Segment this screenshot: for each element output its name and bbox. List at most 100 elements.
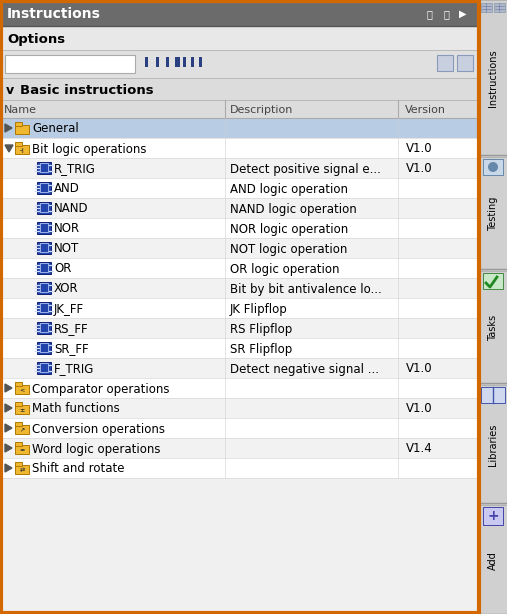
Text: ▶: ▶	[459, 9, 467, 19]
Bar	[37, 322, 51, 334]
Bar	[479, 0, 507, 155]
Text: Basic instructions: Basic instructions	[20, 84, 154, 96]
Text: AND: AND	[54, 182, 80, 195]
Polygon shape	[5, 444, 12, 452]
Bar	[15, 422, 22, 426]
Bar	[0, 26, 479, 50]
Text: Shift and rotate: Shift and rotate	[32, 462, 125, 475]
Bar	[175, 57, 178, 67]
Text: JK Flipflop: JK Flipflop	[230, 303, 288, 316]
Text: Bit by bit antivalence lo...: Bit by bit antivalence lo...	[230, 282, 382, 295]
Text: V1.0: V1.0	[406, 163, 432, 176]
Bar	[176, 59, 179, 65]
Text: RS_FF: RS_FF	[54, 322, 89, 335]
Polygon shape	[5, 464, 12, 472]
Text: Name: Name	[4, 105, 37, 115]
Bar	[0, 50, 479, 78]
Bar	[156, 58, 159, 66]
Bar	[479, 271, 507, 383]
Text: V1.4: V1.4	[406, 443, 433, 456]
Text: Detect negative signal ...: Detect negative signal ...	[230, 362, 379, 376]
Text: ⬜: ⬜	[426, 9, 432, 19]
Bar	[40, 163, 48, 172]
Bar	[0, 438, 479, 458]
Text: Tasks: Tasks	[488, 315, 498, 341]
Bar	[15, 145, 29, 154]
Text: ↗: ↗	[19, 428, 25, 433]
Bar	[15, 462, 22, 466]
Bar	[40, 363, 48, 372]
Bar	[0, 418, 479, 438]
Bar	[145, 58, 148, 66]
Bar	[37, 202, 51, 214]
Bar	[0, 218, 479, 238]
Text: Version: Version	[405, 105, 446, 115]
Bar	[15, 125, 29, 134]
Bar	[166, 58, 169, 66]
Text: Instructions: Instructions	[488, 50, 498, 107]
Text: JK_FF: JK_FF	[54, 303, 84, 316]
Bar	[37, 302, 51, 314]
Polygon shape	[5, 404, 12, 412]
Bar	[37, 282, 51, 294]
Bar	[37, 262, 51, 274]
Bar	[0, 78, 479, 100]
Bar	[40, 263, 48, 272]
Bar	[15, 402, 22, 406]
Bar	[0, 118, 479, 138]
Bar	[0, 198, 479, 218]
Bar	[156, 57, 159, 67]
Text: NAND logic operation: NAND logic operation	[230, 203, 357, 216]
Text: NAND: NAND	[54, 203, 89, 216]
Text: NOT: NOT	[54, 243, 79, 255]
Bar	[37, 362, 51, 374]
Text: =: =	[19, 448, 25, 453]
Circle shape	[488, 162, 498, 172]
Text: V1.0: V1.0	[406, 362, 432, 376]
Text: General: General	[32, 123, 79, 136]
Bar	[0, 238, 479, 258]
Bar	[40, 323, 48, 332]
Text: R_TRIG: R_TRIG	[54, 163, 96, 176]
Bar	[0, 0, 479, 26]
Bar	[37, 242, 51, 254]
Bar	[37, 182, 51, 194]
Bar	[199, 57, 202, 67]
Text: NOT logic operation: NOT logic operation	[230, 243, 347, 255]
Bar	[483, 273, 503, 289]
Bar	[40, 303, 48, 312]
Bar	[0, 258, 479, 278]
Text: ⇄: ⇄	[19, 468, 25, 473]
Bar	[37, 162, 51, 174]
Bar	[37, 222, 51, 234]
Text: OR logic operation: OR logic operation	[230, 263, 340, 276]
Bar	[183, 57, 186, 67]
Text: RS Flipflop: RS Flipflop	[230, 322, 292, 335]
Bar	[0, 338, 479, 358]
Bar	[166, 59, 169, 65]
Text: AND logic operation: AND logic operation	[230, 182, 348, 195]
Bar	[0, 478, 479, 614]
Text: Add: Add	[488, 551, 498, 570]
Bar	[37, 342, 51, 354]
Text: ±: ±	[19, 408, 25, 413]
Bar	[156, 59, 159, 65]
Bar	[0, 158, 479, 178]
Bar	[483, 507, 503, 525]
Polygon shape	[5, 384, 12, 392]
Bar	[0, 298, 479, 318]
Bar	[40, 223, 48, 232]
Bar	[40, 343, 48, 352]
Text: Instructions: Instructions	[7, 7, 101, 21]
Bar	[176, 58, 179, 66]
Bar	[15, 425, 29, 434]
Bar	[15, 385, 29, 394]
Bar	[166, 59, 169, 65]
Bar	[0, 458, 479, 478]
Bar	[191, 57, 194, 67]
Bar	[156, 59, 159, 65]
Text: +: +	[487, 509, 499, 523]
Text: NOR logic operation: NOR logic operation	[230, 222, 348, 236]
Bar	[15, 142, 22, 146]
Bar	[479, 157, 507, 269]
